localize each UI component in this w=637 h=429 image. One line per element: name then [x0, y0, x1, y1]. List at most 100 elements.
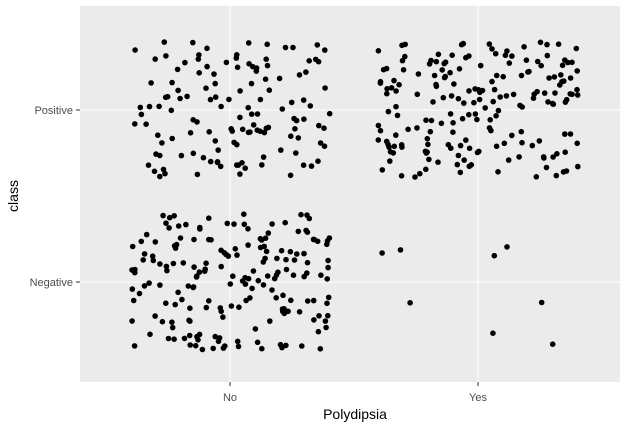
data-point [190, 150, 197, 157]
data-point [237, 171, 243, 177]
data-point [143, 231, 150, 238]
data-point [197, 226, 203, 232]
data-point [447, 69, 453, 76]
data-point [449, 52, 456, 58]
y-axis-title: class [5, 180, 21, 212]
data-point [141, 283, 148, 289]
data-point [262, 76, 269, 82]
data-point [565, 59, 571, 66]
data-point [461, 100, 467, 106]
data-point [288, 133, 294, 139]
data-point [492, 50, 499, 57]
data-point [321, 125, 327, 131]
data-point [163, 263, 170, 270]
data-point [245, 104, 251, 111]
data-point [203, 304, 210, 311]
data-point [387, 158, 393, 164]
data-point [301, 116, 307, 122]
data-point [394, 112, 401, 119]
data-point [187, 342, 193, 348]
data-point [277, 341, 284, 348]
data-point [179, 296, 185, 303]
data-point [290, 44, 296, 51]
data-point [287, 248, 294, 255]
data-point [431, 72, 438, 79]
data-point [231, 221, 237, 227]
data-point [538, 299, 545, 306]
data-point [263, 56, 270, 62]
data-point [493, 113, 499, 119]
data-point [206, 236, 212, 243]
data-point [151, 168, 158, 175]
data-point [493, 72, 500, 79]
data-point [456, 66, 463, 72]
data-point [393, 132, 399, 138]
data-point [264, 273, 271, 279]
data-point [196, 70, 202, 76]
data-point [229, 128, 235, 134]
data-point [417, 170, 423, 177]
data-point [486, 125, 493, 131]
data-point [325, 294, 332, 301]
data-point [199, 346, 206, 353]
data-point [265, 124, 272, 131]
data-point [234, 252, 240, 258]
data-point [171, 336, 177, 343]
data-point [187, 305, 193, 312]
data-point [156, 103, 162, 110]
data-point [300, 97, 307, 103]
data-point [281, 306, 287, 312]
data-point [497, 94, 504, 100]
data-point [181, 335, 188, 342]
data-point [259, 345, 265, 352]
data-point [231, 139, 237, 146]
data-point [152, 239, 159, 245]
data-point [291, 257, 298, 263]
data-point [207, 158, 214, 165]
data-point [160, 212, 166, 219]
x-axis-title: Polydipsia [323, 406, 387, 422]
data-point [523, 57, 530, 63]
data-point [318, 272, 324, 279]
data-point [183, 221, 189, 228]
data-point [375, 122, 382, 129]
data-point [379, 167, 386, 173]
data-point [138, 238, 145, 245]
data-point [518, 72, 525, 79]
data-point [545, 99, 551, 105]
data-point [541, 155, 547, 161]
data-point [132, 266, 138, 273]
data-point [554, 151, 560, 157]
data-point [574, 92, 581, 98]
data-point [324, 300, 330, 307]
data-point [400, 67, 407, 73]
plot-panel [80, 6, 620, 382]
data-point [321, 143, 328, 149]
data-point [397, 247, 404, 253]
data-point [412, 174, 418, 180]
data-point [242, 165, 248, 171]
data-point [243, 297, 249, 304]
data-point [326, 235, 333, 241]
data-point [145, 162, 152, 168]
data-point [474, 116, 480, 123]
data-point [304, 259, 311, 266]
data-point [427, 128, 434, 135]
data-point [323, 324, 329, 331]
data-point [529, 142, 536, 149]
data-point [190, 284, 197, 290]
data-point [185, 283, 192, 289]
data-point [163, 220, 169, 226]
data-point [245, 275, 252, 282]
data-point [317, 140, 324, 146]
data-point [322, 318, 329, 324]
data-point [267, 318, 273, 324]
data-point [165, 335, 172, 342]
data-point [567, 131, 574, 137]
data-point [296, 72, 303, 78]
data-point [215, 338, 222, 345]
x-tick-label-yes: Yes [469, 392, 487, 404]
data-point [166, 214, 173, 221]
data-point [241, 211, 247, 217]
data-point [476, 148, 482, 155]
